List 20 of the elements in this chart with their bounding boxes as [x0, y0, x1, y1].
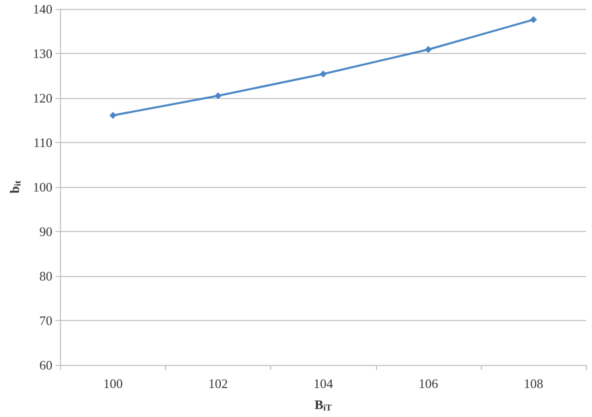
x-tick-label: 104: [313, 376, 334, 391]
y-tick-label: 80: [39, 268, 52, 284]
point: [424, 46, 432, 53]
point: [320, 70, 327, 78]
x-tick-label: 106: [418, 376, 439, 391]
y-tick-label: 110: [33, 135, 52, 150]
x-tick-label: 100: [103, 376, 123, 391]
x-tick-label: 108: [524, 376, 544, 391]
point: [214, 92, 222, 100]
y-axis-title: bit: [7, 180, 22, 194]
y-tick-label: 60: [39, 358, 52, 372]
y-tick-label: 90: [39, 224, 52, 239]
y-tick-label: 70: [39, 313, 52, 328]
point: [530, 16, 537, 24]
y-tick-label: 120: [32, 90, 52, 106]
y-tick-label: 130: [32, 46, 52, 61]
x-tick-label: 102: [208, 376, 228, 391]
point: [109, 112, 116, 119]
y-tick-label: 140: [32, 2, 52, 16]
y-tick-label: 100: [32, 180, 52, 194]
